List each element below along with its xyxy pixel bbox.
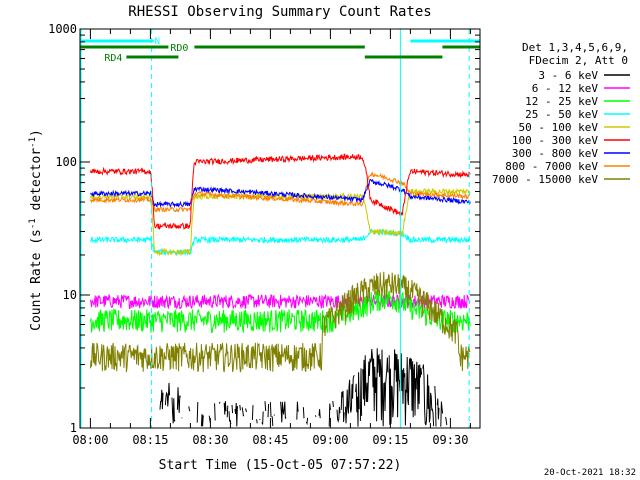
y-axis-label-main: Count Rate (s bbox=[29, 229, 44, 331]
series-line-12-25-kev bbox=[89, 288, 471, 334]
series-line-100-300-kev bbox=[89, 153, 471, 230]
series-line-3-6-kev bbox=[159, 348, 448, 427]
series-line-25-50-kev bbox=[89, 228, 471, 257]
night-flag-label: N bbox=[155, 37, 160, 47]
y-axis-label-sup2: -1 bbox=[28, 137, 38, 148]
orbit-flags: N RD0 RD4 bbox=[80, 29, 480, 428]
x-tick-label-0: 08:00 bbox=[72, 433, 108, 447]
x-tick-label-6: 09:30 bbox=[432, 433, 468, 447]
x-tick-label-4: 09:00 bbox=[312, 433, 348, 447]
timestamp-label: 20-Oct-2021 18:32 bbox=[544, 468, 636, 478]
y-tick-label-1: 10 bbox=[63, 288, 77, 302]
legend-header-1: FDecim 2, Att 0 bbox=[529, 54, 628, 67]
legend-label-4: 50 - 100 keV bbox=[519, 121, 599, 134]
series-line-50-100-kev bbox=[89, 187, 471, 257]
chart-title: RHESSI Observing Summary Count Rates bbox=[128, 4, 431, 20]
y-tick-label-2: 100 bbox=[55, 155, 77, 169]
series-line-300-800-kev bbox=[89, 178, 471, 209]
legend-header-0: Det 1,3,4,5,6,9, bbox=[522, 41, 628, 54]
rd4-flag-label: RD4 bbox=[104, 53, 122, 64]
y-axis-label-end: ) bbox=[29, 129, 44, 137]
legend-label-6: 300 - 800 keV bbox=[512, 147, 598, 160]
legend-label-7: 800 - 7000 keV bbox=[505, 160, 598, 173]
y-axis-label-mid: detector bbox=[29, 148, 44, 219]
y-axis-label-sup1: -1 bbox=[28, 218, 38, 229]
x-tick-label-1: 08:15 bbox=[132, 433, 168, 447]
legend-label-2: 12 - 25 keV bbox=[525, 95, 598, 108]
y-tick-label-3: 1000 bbox=[48, 22, 77, 36]
legend-label-8: 7000 - 15000 keV bbox=[492, 173, 598, 186]
x-tick-label-5: 09:15 bbox=[372, 433, 408, 447]
legend-label-0: 3 - 6 keV bbox=[538, 69, 598, 82]
series-line-7000-15000-kev bbox=[89, 271, 471, 373]
legend-label-3: 25 - 50 keV bbox=[525, 108, 598, 121]
plot-frame bbox=[79, 28, 481, 429]
x-tick-label-3: 08:45 bbox=[252, 433, 288, 447]
legend: Det 1,3,4,5,6,9,FDecim 2, Att 0 3 - 6 keV… bbox=[492, 41, 630, 186]
x-tick-label-2: 08:30 bbox=[192, 433, 228, 447]
plot-area bbox=[89, 153, 471, 427]
rd0-flag-label: RD0 bbox=[170, 43, 188, 54]
legend-label-1: 6 - 12 keV bbox=[532, 82, 599, 95]
x-axis-label: Start Time (15-Oct-05 07:57:22) bbox=[159, 458, 402, 473]
y-tick-label-0: 1 bbox=[70, 421, 77, 435]
y-axis-label: Count Rate (s-1 detector-1) bbox=[28, 129, 44, 331]
legend-label-5: 100 - 300 keV bbox=[512, 134, 598, 147]
axes: 1 10 100 1000 08:00 08:15 08:30 08:45 09:00 09:15… bbox=[48, 22, 481, 447]
